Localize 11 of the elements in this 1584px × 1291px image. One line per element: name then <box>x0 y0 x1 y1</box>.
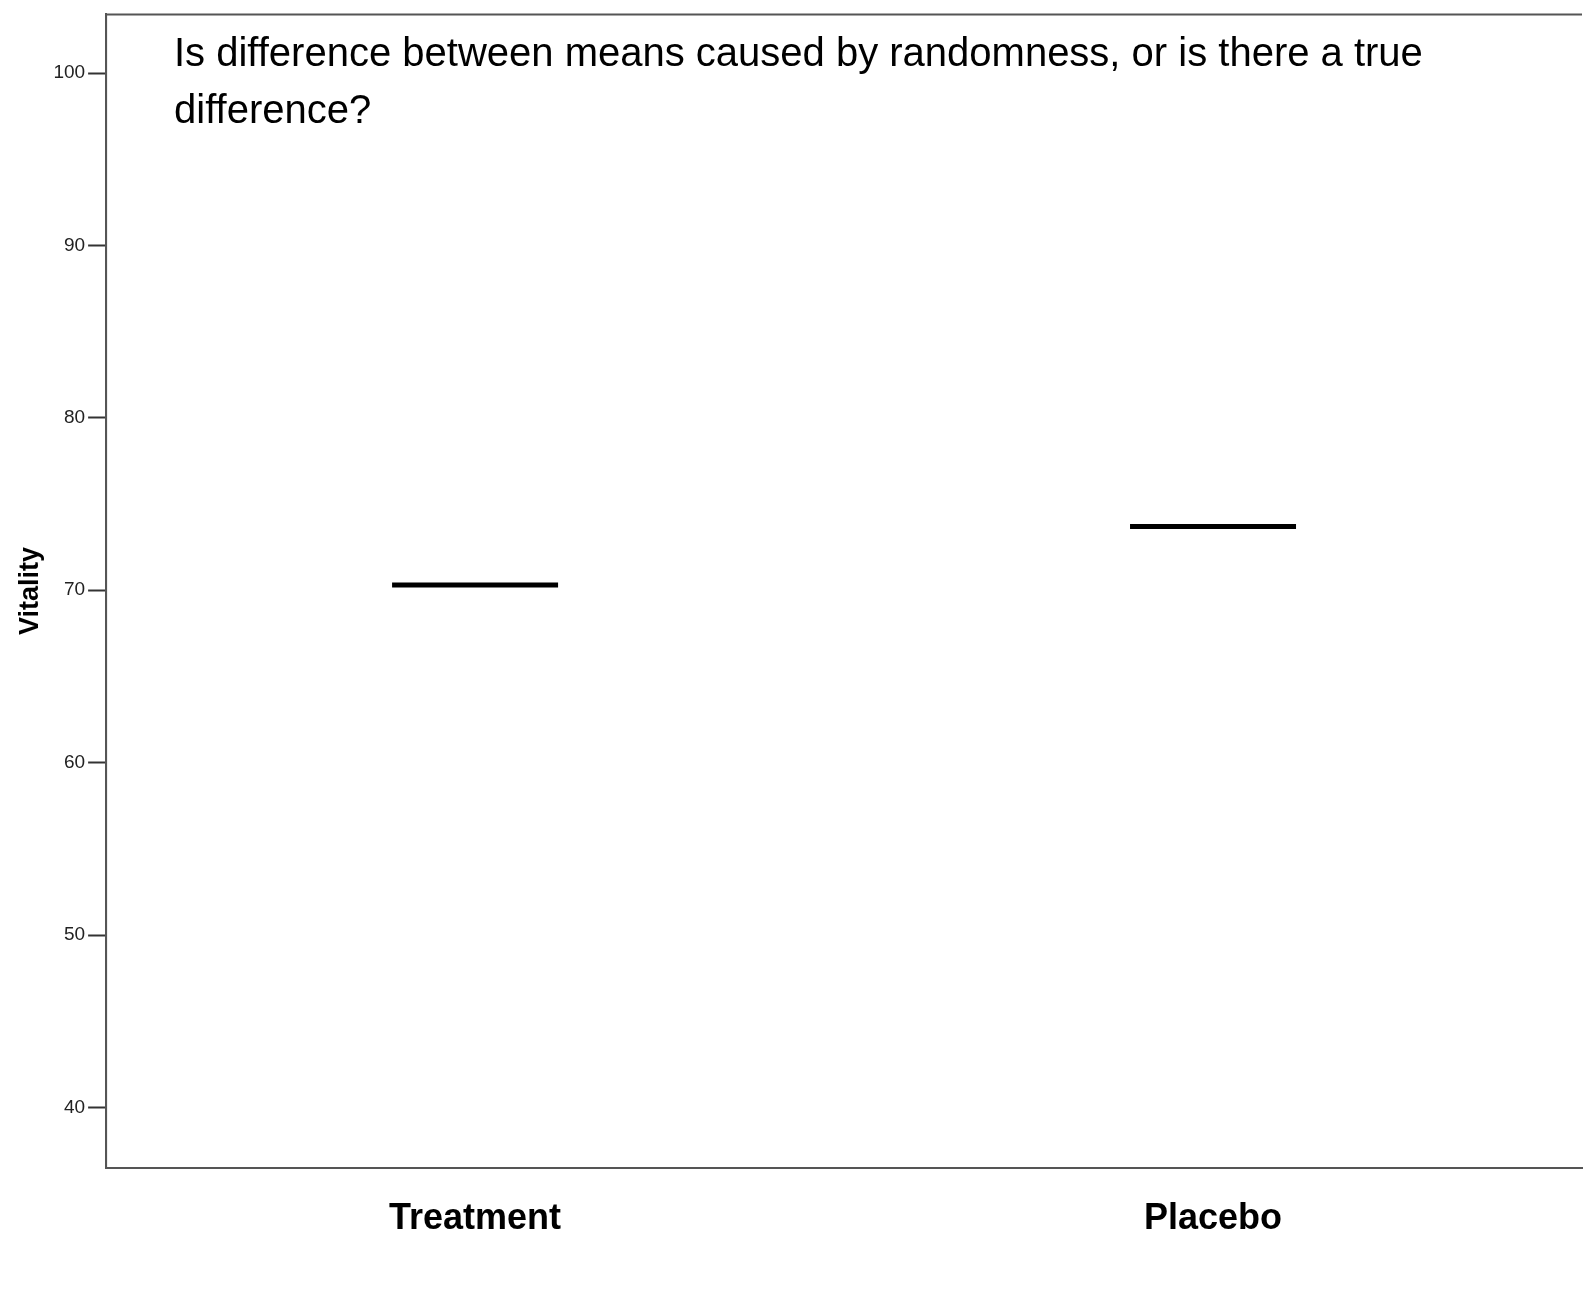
y-tick-label: 80 <box>63 406 86 428</box>
y-tick-label: 100 <box>53 61 86 83</box>
y-tick-label: 70 <box>63 578 86 600</box>
y-axis-title: Vitality <box>13 547 44 636</box>
x-tick-label: Placebo <box>1143 1196 1283 1238</box>
y-tick-label: 60 <box>63 750 86 772</box>
text: Is difference between means caused by randomness, or is there a true difference? <box>174 29 1424 133</box>
y-tick-label: 40 <box>63 1095 86 1117</box>
x-tick-label: Treatment <box>389 1196 562 1238</box>
y-tick-label: 90 <box>63 233 86 255</box>
y-tick-label: 50 <box>63 923 86 945</box>
